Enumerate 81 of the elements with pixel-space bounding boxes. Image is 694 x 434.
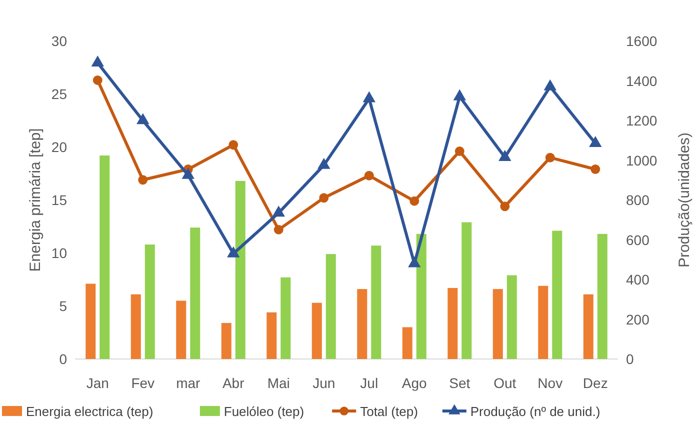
point: [545, 152, 555, 162]
x-tick-label: Set: [449, 375, 470, 391]
x-tick-label: Jan: [86, 375, 109, 391]
bar: [190, 228, 200, 359]
y2-tick-label: 1400: [626, 72, 658, 89]
bar: [86, 284, 96, 359]
y2-tick-label: 0: [626, 351, 634, 367]
bar: [312, 302, 322, 359]
bar: [538, 286, 548, 359]
point: [498, 150, 512, 161]
bar: [462, 222, 472, 359]
bar: [492, 289, 503, 359]
point: [453, 89, 466, 100]
y-tick-label: 30: [51, 33, 68, 49]
bar: [357, 289, 368, 359]
point: [92, 76, 102, 85]
bar: [100, 155, 110, 359]
legend-label: Total (tep): [360, 404, 418, 419]
point: [136, 113, 150, 124]
bar: [597, 234, 608, 359]
point: [319, 193, 329, 203]
bar: [326, 254, 336, 359]
legend-label: Produção (nº de unid.): [470, 404, 600, 419]
y2-tick-label: 400: [626, 272, 650, 288]
y-tick-label: 25: [51, 86, 68, 102]
y2-tick-label: 200: [626, 311, 650, 328]
bar: [552, 230, 562, 359]
point: [228, 140, 238, 150]
y2-tick-label: 600: [626, 232, 650, 248]
y2-tick-label: 1000: [626, 152, 658, 168]
point: [364, 170, 374, 180]
x-tick-label: Out: [494, 375, 516, 391]
point: [544, 79, 556, 90]
point: [454, 146, 464, 156]
y2-tick-label: 800: [626, 192, 650, 208]
bar: [448, 288, 458, 359]
bar: [280, 277, 291, 359]
y2-axis-title: Produção(unidades): [676, 132, 693, 268]
point: [590, 164, 600, 174]
point: [589, 136, 602, 148]
bar: [130, 294, 141, 359]
x-tick-label: Jun: [312, 375, 336, 391]
bar: [176, 300, 186, 359]
y-axis-title: Energia primária [tep]: [27, 128, 44, 272]
bar: [144, 244, 155, 359]
bar: [583, 294, 594, 359]
x-tick-label: Fev: [131, 375, 155, 391]
x-tick-label: Jul: [360, 375, 378, 391]
point: [318, 158, 330, 169]
bar: [371, 246, 382, 359]
point: [91, 56, 104, 67]
point: [182, 168, 194, 179]
point: [362, 91, 376, 102]
y-tick-label: 20: [51, 139, 68, 155]
x-tick-label: Mai: [267, 375, 290, 391]
y-tick-label: 5: [59, 298, 68, 314]
bar: [235, 180, 246, 359]
x-tick-label: Abr: [222, 375, 245, 391]
bar: [506, 275, 517, 359]
bar: [266, 312, 277, 359]
y2-tick-label: 1600: [626, 33, 658, 49]
bar: [402, 327, 412, 359]
x-tick-label: Dez: [582, 375, 608, 391]
x-tick-label: Nov: [538, 375, 563, 391]
x-tick-label: Ago: [402, 375, 428, 391]
bar: [221, 322, 232, 359]
point: [138, 175, 148, 185]
y-tick-label: 10: [51, 245, 68, 261]
bar: [416, 234, 426, 359]
y2-tick-label: 1200: [626, 112, 658, 128]
y-tick-label: 15: [51, 192, 68, 208]
y-tick-label: 0: [59, 351, 68, 367]
point: [408, 256, 421, 268]
x-tick-label: mar: [176, 375, 201, 391]
point: [500, 202, 510, 212]
legend-label: Fuelóleo (tep): [224, 404, 304, 419]
legend-label: Energia electrica (tep): [26, 404, 154, 419]
point: [410, 196, 420, 206]
point: [274, 224, 284, 234]
point: [272, 206, 285, 217]
point: [227, 246, 240, 258]
